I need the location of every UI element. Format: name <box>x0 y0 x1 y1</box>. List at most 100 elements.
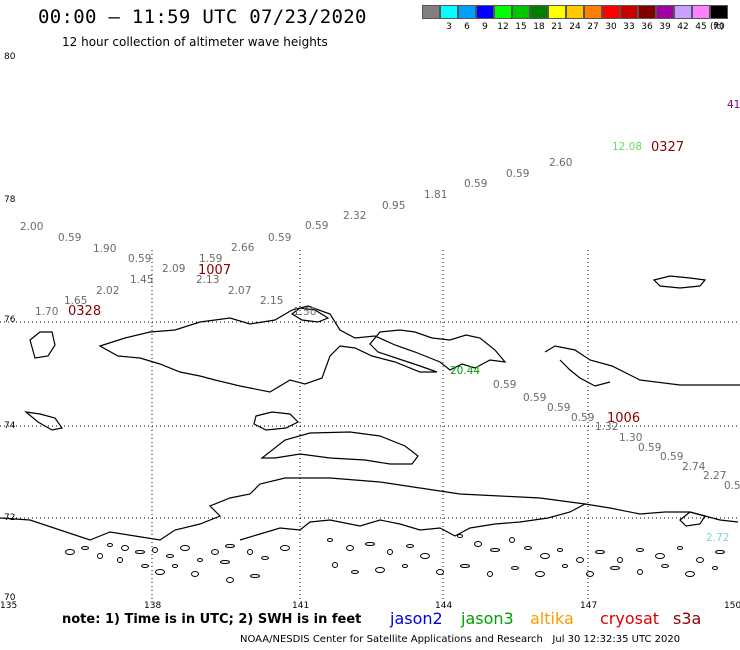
lake-outline <box>351 570 359 574</box>
swh-value: 0.95 <box>382 200 405 212</box>
lake-outline <box>180 545 190 551</box>
footer-note: note: 1) Time is in UTC; 2) SWH is in fe… <box>62 612 362 627</box>
swh-value: 0.59 <box>464 178 487 190</box>
lake-outline <box>166 554 174 558</box>
swh-value: 0.59 <box>268 232 291 244</box>
color-scale-swatch <box>476 5 494 19</box>
lake-outline <box>135 550 145 554</box>
lake-outline <box>524 546 532 550</box>
lake-outline <box>107 543 113 547</box>
color-scale-swatch <box>602 5 620 19</box>
lake-outline <box>220 560 230 564</box>
swh-value: 41 <box>727 99 740 111</box>
lake-outline <box>81 546 89 550</box>
swh-value: 1.59 <box>199 253 222 265</box>
lake-outline <box>460 564 470 568</box>
color-scale-swatch <box>440 5 458 19</box>
graticule <box>0 250 740 600</box>
lon-label: 150 <box>724 601 740 611</box>
wave-height-observations: 2.00 0.59 1.90 0.59 2.09 1.59 1.45 2.13 … <box>20 99 740 544</box>
lake-outline <box>211 549 219 555</box>
swh-value: 0.5 <box>724 480 740 492</box>
wave-height-color-scale <box>422 5 728 19</box>
lake-outline <box>685 571 695 577</box>
lake-outline <box>420 553 430 559</box>
swh-value: 1.50 <box>293 306 316 318</box>
lon-label: 141 <box>292 601 309 611</box>
swh-value: 2.66 <box>231 242 255 254</box>
swh-value: 2.07 <box>228 285 251 297</box>
color-scale-swatch <box>548 5 566 19</box>
credit-text: NOAA/NESDIS Center for Satellite Applica… <box>240 634 543 645</box>
lake-outline <box>655 553 665 559</box>
lake-outline <box>562 564 568 568</box>
lake-outline <box>509 537 515 543</box>
lake-outline <box>225 544 235 548</box>
lake-outline <box>97 553 103 559</box>
pass-time-label: 0327 <box>651 140 684 155</box>
swh-value: 2.27 <box>703 470 726 482</box>
legend-altika: altika <box>530 609 574 628</box>
coastline-east-bay <box>584 503 739 523</box>
lake-outline <box>586 571 594 577</box>
lake-outline <box>117 557 123 563</box>
color-scale-swatch <box>530 5 548 19</box>
lake-outline <box>172 564 178 568</box>
color-scale-label: 70 <box>713 22 725 32</box>
lake-outline <box>511 566 519 570</box>
color-scale-swatch <box>692 5 710 19</box>
lake-outline <box>490 548 500 552</box>
color-scale-label: 9 <box>482 22 488 32</box>
pass-time-labels: 0327 1007 0328 1006 <box>68 140 684 426</box>
swh-value: 2.13 <box>196 274 219 286</box>
lon-label: 135 <box>0 601 17 611</box>
coastline-east-inlet <box>559 359 611 387</box>
color-scale-swatch <box>584 5 602 19</box>
color-scale-labels: 3 6 9 12 15 18 21 24 27 30 33 36 39 42 45 70 <box>422 22 728 32</box>
color-scale-label: 21 <box>551 22 563 32</box>
legend-jason3: jason3 <box>461 609 514 628</box>
legend-s3a: s3a <box>673 609 702 628</box>
lake-outline <box>152 547 158 553</box>
swh-value: 0.59 <box>523 392 546 404</box>
generated-timestamp: Jul 30 12:32:35 UTC 2020 <box>552 634 681 645</box>
coastline-bolshoy-lyakhovsky <box>260 431 419 465</box>
color-scale-unit: (ft) <box>710 22 724 32</box>
swh-value: 1.70 <box>35 306 58 318</box>
coastline-bennett-island <box>290 307 330 323</box>
coastline-new-siberian-islands <box>98 305 507 393</box>
color-scale-label: 24 <box>569 22 581 32</box>
swh-value: 0.59 <box>571 412 594 424</box>
lake-outline <box>715 550 725 554</box>
swh-value: 0.59 <box>660 451 683 463</box>
lake-outline <box>191 571 199 577</box>
swh-value: 2.32 <box>343 210 366 222</box>
map-title: 00:00 – 11:59 UTC 07/23/2020 <box>38 6 367 28</box>
swh-value: 2.02 <box>96 285 119 297</box>
lake-outline <box>474 541 482 547</box>
lake-outline <box>141 564 149 568</box>
lake-outline <box>155 569 165 575</box>
color-scale-label: 45 <box>695 22 707 32</box>
lon-label: 144 <box>435 601 452 611</box>
color-scale-swatch <box>422 5 440 19</box>
swh-value: 1.65 <box>64 295 87 307</box>
color-scale-swatch <box>494 5 512 19</box>
lake-outline <box>487 571 493 577</box>
lake-outline <box>402 564 408 568</box>
color-scale-label: 30 <box>605 22 617 32</box>
lon-label: 138 <box>144 601 161 611</box>
color-scale-swatch <box>620 5 638 19</box>
swh-value: 0.59 <box>128 253 151 265</box>
swh-value: 2.72 <box>706 532 729 544</box>
swh-value: 0.59 <box>547 402 570 414</box>
lake-outline <box>247 549 253 555</box>
latitude-labels: 80 78 76 74 72 70 <box>4 52 16 603</box>
swh-value: 0.59 <box>506 168 529 180</box>
lake-outline <box>540 553 550 559</box>
lake-outline <box>226 577 234 583</box>
swh-value: 12.08 <box>612 141 642 153</box>
lake-outline <box>387 549 393 555</box>
lake-outline <box>327 538 333 542</box>
color-scale-label: 3 <box>446 22 452 32</box>
